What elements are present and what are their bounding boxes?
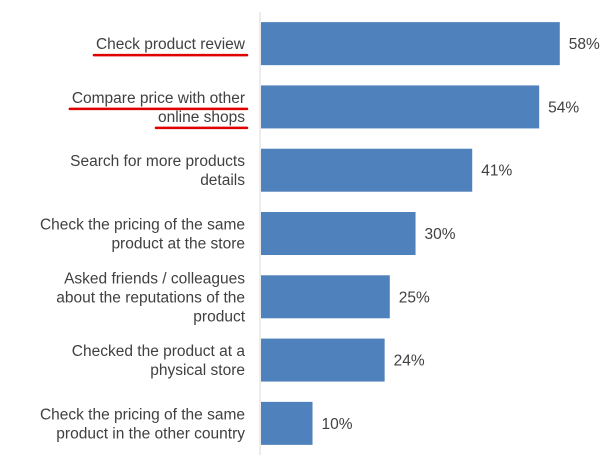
- category-label-2-line-0: Search for more products: [70, 153, 245, 170]
- category-label-4-line-0: Asked friends / colleagues: [64, 270, 245, 287]
- bar-2: [261, 148, 473, 192]
- category-label-0-line-0: Check product review: [96, 36, 246, 53]
- bar-3: [261, 212, 416, 255]
- value-label-5: 24%: [394, 353, 425, 370]
- category-label-3-line-1: product at the store: [111, 236, 245, 253]
- bar-5: [261, 338, 385, 382]
- value-label-4: 25%: [399, 289, 430, 306]
- bars-layer: [261, 22, 560, 445]
- category-label-1-line-0: Compare price with other: [72, 90, 245, 107]
- bar-6: [261, 401, 313, 445]
- bar-0: [261, 22, 560, 66]
- category-label-1-line-1: online shops: [158, 109, 245, 126]
- value-label-6: 10%: [322, 416, 353, 433]
- bar-1: [261, 85, 540, 129]
- value-label-0: 58%: [569, 36, 600, 53]
- value-label-2: 41%: [481, 163, 512, 180]
- category-label-3-line-0: Check the pricing of the same: [40, 217, 245, 234]
- value-label-1: 54%: [548, 99, 579, 116]
- category-label-6-line-0: Check the pricing of the same: [40, 406, 245, 423]
- category-label-5-line-1: physical store: [150, 362, 245, 379]
- highlight-layer: [68, 53, 249, 130]
- labels-layer: Check product review Compare price with o…: [40, 36, 246, 442]
- category-label-6-line-1: product in the other country: [56, 425, 245, 442]
- category-label-5-line-0: Checked the product at a: [72, 343, 246, 360]
- category-label-4-line-1: about the reputations of the: [56, 289, 245, 306]
- bar-4: [261, 275, 390, 319]
- value-label-3: 30%: [425, 226, 456, 243]
- category-label-2-line-1: details: [200, 172, 245, 189]
- values-layer: 58% 54% 41% 30% 25% 24% 10%: [322, 36, 601, 433]
- category-label-4-line-2: product: [193, 308, 245, 325]
